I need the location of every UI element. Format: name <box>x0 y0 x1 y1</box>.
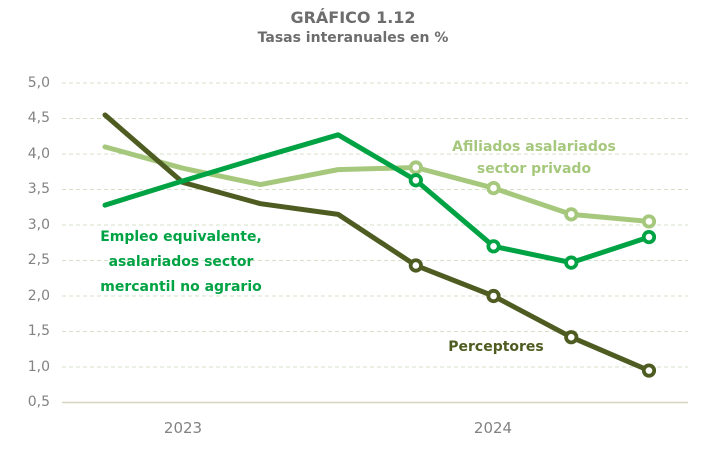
chart-title: GRÁFICO 1.12 <box>290 8 416 27</box>
y-axis-tick-label: 1,0 <box>27 358 50 375</box>
y-axis-tick-label: 2,5 <box>27 252 50 268</box>
series-line <box>102 144 652 224</box>
y-axis-tick-label: 3,0 <box>27 216 50 233</box>
data-point-marker <box>408 160 423 175</box>
data-point-marker <box>641 229 657 245</box>
y-axis-tick-label: 2,0 <box>27 287 50 304</box>
data-point-marker <box>641 214 657 229</box>
series-label-afiliados-asalariados: Afiliados asalariados sector privado <box>452 139 616 177</box>
y-axis-tick-label: 1,5 <box>27 323 50 339</box>
data-point-marker <box>486 288 501 304</box>
x-axis-label-2024: 2024 <box>473 419 513 437</box>
y-axis-tick-label: 4,0 <box>27 145 50 162</box>
y-axis-tick-label: 3,5 <box>27 181 50 197</box>
data-point-marker <box>564 207 579 222</box>
data-point-marker <box>641 363 657 378</box>
series-label-empleo-equivalente: Empleo equivalente, asalariados sector m… <box>100 229 262 295</box>
data-point-marker <box>564 255 579 270</box>
y-axis-tick-label: 4,5 <box>27 110 50 126</box>
y-axis-tick-label: 0,5 <box>27 394 50 410</box>
data-point-marker <box>564 330 579 345</box>
series-label-perceptores: Perceptores <box>448 339 544 355</box>
data-point-marker <box>408 173 423 188</box>
x-axis-label-2023: 2023 <box>163 419 203 437</box>
series-line <box>102 132 652 266</box>
data-point-marker <box>486 180 501 196</box>
data-point-marker <box>486 239 501 254</box>
data-point-marker <box>408 258 423 273</box>
chart-subtitle: Tasas interanuales en % <box>257 30 449 46</box>
y-axis-tick-label: 5,0 <box>27 74 50 91</box>
series-line <box>102 112 652 374</box>
